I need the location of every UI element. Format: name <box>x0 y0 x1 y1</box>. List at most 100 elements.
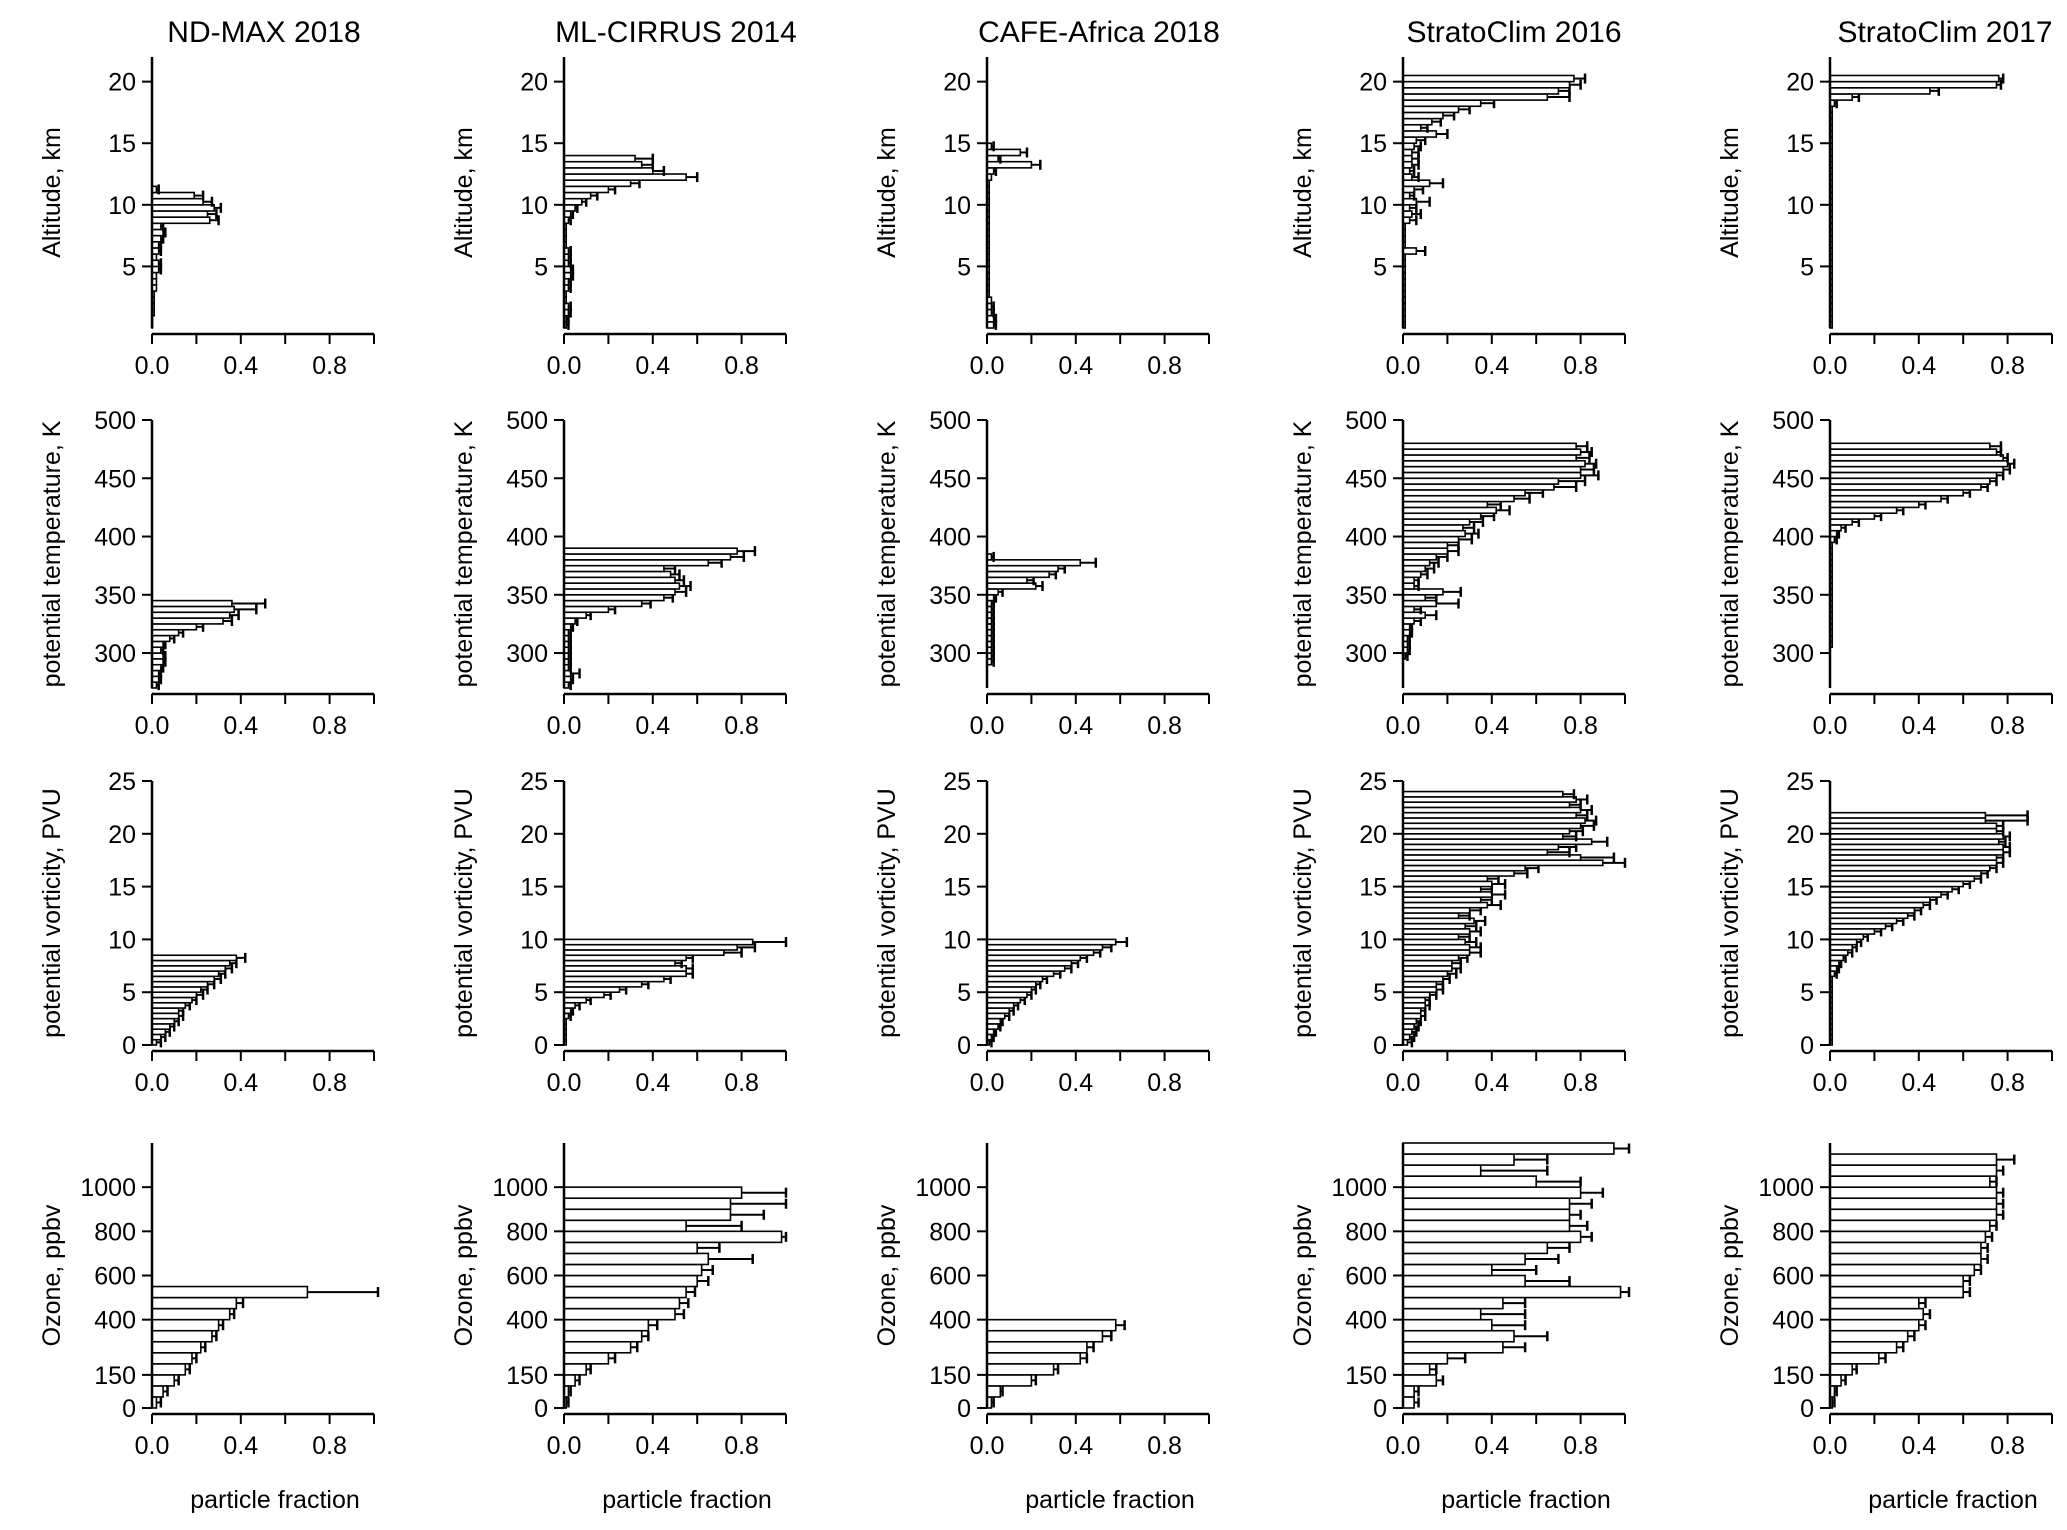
y-tick-label: 150 <box>929 1362 971 1390</box>
x-tick-label: 0.8 <box>724 1069 759 1097</box>
y-tick-label: 5 <box>122 253 136 281</box>
x-tick-label: 0.8 <box>1990 1069 2025 1097</box>
y-tick-label: 400 <box>94 1307 136 1335</box>
y-tick-label: 5 <box>534 253 548 281</box>
y-axis-label: Ozone, ppbv <box>38 1204 66 1346</box>
bar <box>563 1340 632 1354</box>
bar <box>1402 179 1431 188</box>
y-axis-label: potential temperature, K <box>1716 420 1744 687</box>
bar <box>1402 465 1582 474</box>
bar <box>1829 448 1998 456</box>
bar <box>1402 524 1464 532</box>
bar <box>563 593 665 602</box>
y-axis-label: potential vorticity, PVU <box>873 788 901 1038</box>
bar <box>1829 1329 1909 1343</box>
bar <box>986 570 1050 579</box>
bar <box>563 617 576 625</box>
panel-r3-c4: 0.0 0.4 0.8 0 150 400 600 800 1000 Ozone, ppbv par… <box>1716 1143 2053 1514</box>
y-tick-label: 600 <box>506 1263 548 1291</box>
bar <box>1829 1164 1998 1177</box>
y-tick-label: 10 <box>943 192 971 220</box>
bar <box>1402 617 1415 625</box>
y-tick-label: 0 <box>534 1032 548 1060</box>
bar <box>1402 1241 1549 1255</box>
y-tick-label: 0 <box>122 1395 136 1423</box>
y-tick-label: 15 <box>1359 874 1387 902</box>
bars <box>563 546 757 691</box>
bar <box>1402 1197 1571 1211</box>
bar <box>151 1374 176 1387</box>
bar <box>151 646 162 654</box>
bar <box>1402 185 1415 194</box>
panel-r3-c3: 0.0 0.4 0.8 0 150 400 600 800 1000 Ozone, ppbv par… <box>1289 1142 1631 1514</box>
bar <box>563 1186 743 1200</box>
y-tick-label: 600 <box>1772 1263 1814 1291</box>
panel-r3-c1: 0.0 0.4 0.8 0 150 400 600 800 1000 Ozone, ppbv par… <box>450 1143 788 1514</box>
y-tick-label: 5 <box>1800 253 1814 281</box>
y-tick-label: 600 <box>94 1263 136 1291</box>
bar <box>1402 117 1433 126</box>
y-tick-label: 800 <box>1772 1218 1814 1246</box>
column-title-stratoclim-2016: StratoClim 2016 <box>1406 16 1621 49</box>
y-axis-label: Altitude, km <box>1716 127 1744 258</box>
y-tick-label: 0 <box>1800 1395 1814 1423</box>
y-axis-label: Altitude, km <box>873 127 901 258</box>
y-tick-label: 500 <box>1772 407 1814 435</box>
y-tick-label: 15 <box>1786 874 1814 902</box>
x-tick-label: 0.0 <box>1813 712 1848 740</box>
x-tick-label: 0.8 <box>312 1432 347 1460</box>
x-axis-label: particle fraction <box>602 1486 772 1514</box>
bar <box>1829 471 1998 480</box>
bar <box>1829 512 1876 520</box>
bar <box>151 222 162 231</box>
y-tick-label: 300 <box>94 640 136 668</box>
bar <box>563 197 583 206</box>
y-tick-label: 10 <box>108 926 136 954</box>
x-tick-label: 0.0 <box>1386 1069 1421 1097</box>
bar <box>1829 1307 1925 1321</box>
bar <box>1402 1396 1415 1409</box>
bars <box>563 1186 788 1409</box>
bar <box>151 1385 164 1398</box>
y-tick-label: 20 <box>520 69 548 97</box>
bar <box>1402 506 1498 515</box>
bar <box>1402 512 1482 520</box>
bar <box>563 1230 783 1244</box>
y-tick-label: 10 <box>520 926 548 954</box>
bar <box>151 617 224 625</box>
y-axis-label: Ozone, ppbv <box>1716 1204 1744 1346</box>
x-tick-label: 0.8 <box>1147 1069 1182 1097</box>
bar <box>151 605 235 614</box>
bar <box>563 1296 681 1310</box>
bar <box>1402 471 1582 480</box>
bar <box>1402 154 1413 163</box>
y-tick-label: 450 <box>1772 465 1814 493</box>
bar <box>986 148 1022 157</box>
y-tick-label: 0 <box>534 1395 548 1423</box>
panels: 0.0 0.4 0.8 5 10 15 20 Altitude, km 0.0 0.4 0.8 5 10… <box>38 57 2053 1514</box>
bar <box>1402 477 1560 485</box>
bar <box>986 588 999 596</box>
panel-r2-c4: 0.0 0.4 0.8 0 5 10 15 20 25 potential vorticity, … <box>1716 768 2053 1097</box>
bar <box>151 1296 238 1310</box>
y-axis-label: potential vorticity, PVU <box>38 788 66 1038</box>
x-tick-label: 0.8 <box>1147 712 1182 740</box>
y-tick-label: 1000 <box>915 1174 971 1202</box>
bar <box>1402 582 1415 590</box>
x-tick-label: 0.0 <box>1386 712 1421 740</box>
bar <box>1829 1186 1998 1200</box>
bar <box>986 1374 1033 1387</box>
bar <box>151 623 198 631</box>
bar <box>1829 1374 1842 1387</box>
bar <box>1402 210 1413 218</box>
bar <box>563 1252 710 1266</box>
bar <box>1402 529 1466 538</box>
y-tick-label: 450 <box>506 465 548 493</box>
panel-r2-c1: 0.0 0.4 0.8 0 5 10 15 20 25 potential vorticity, … <box>450 768 788 1097</box>
bar <box>563 185 610 194</box>
y-tick-label: 350 <box>94 582 136 610</box>
bars <box>151 184 223 329</box>
y-tick-label: 15 <box>943 130 971 158</box>
bar <box>986 582 1037 590</box>
x-tick-label: 0.8 <box>724 712 759 740</box>
